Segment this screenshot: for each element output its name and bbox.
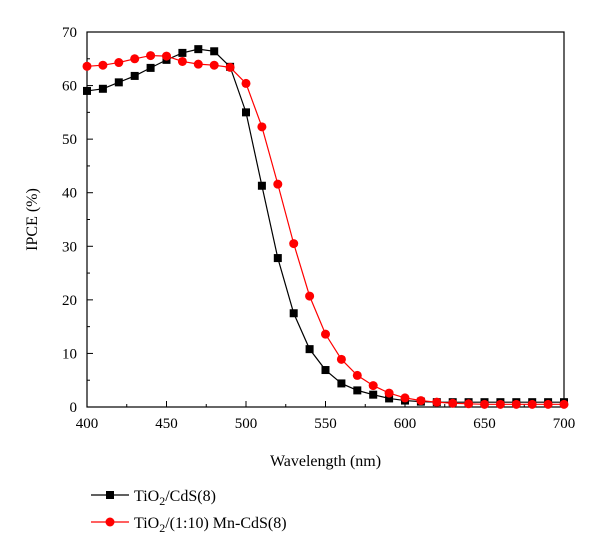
data-point xyxy=(130,71,139,80)
data-point xyxy=(353,386,362,395)
data-point xyxy=(257,181,266,190)
data-point xyxy=(114,78,123,87)
y-axis-title: IPCE (%) xyxy=(24,188,41,251)
legend-item-1: TiO2/CdS(8) xyxy=(91,488,216,508)
data-point xyxy=(527,399,537,409)
data-point xyxy=(273,179,283,189)
data-point xyxy=(448,398,458,408)
data-point xyxy=(559,399,569,409)
x-tick-label: 650 xyxy=(473,416,496,432)
data-point xyxy=(130,54,140,64)
data-point xyxy=(146,51,156,61)
data-point xyxy=(82,61,92,71)
data-point xyxy=(241,78,251,88)
data-point xyxy=(114,58,124,68)
data-point xyxy=(194,45,203,54)
data-point xyxy=(305,291,315,301)
data-point xyxy=(289,309,298,318)
data-point xyxy=(178,48,187,57)
y-tick-label: 20 xyxy=(62,293,77,309)
y-tick-label: 40 xyxy=(62,186,77,202)
data-point xyxy=(480,399,489,409)
data-point xyxy=(321,329,330,339)
y-tick-label: 60 xyxy=(62,79,77,95)
series-line xyxy=(86,48,564,403)
plot-frame xyxy=(86,31,565,408)
data-point xyxy=(177,56,187,66)
data-point xyxy=(209,60,219,70)
data-point xyxy=(543,399,553,409)
y-tick-label: 30 xyxy=(62,239,77,255)
series-line xyxy=(86,54,564,405)
legend-label: TiO2/(1:10) Mn-CdS(8) xyxy=(134,515,287,535)
data-point xyxy=(337,379,346,388)
data-point xyxy=(336,354,346,364)
series-layer xyxy=(82,45,569,409)
axis-ticks: 400 450 500 550 600 650 700 0 10 20 30 40 50 60 70 xyxy=(62,25,575,432)
data-point xyxy=(193,59,203,69)
x-axis-title: Wavelength (nm) xyxy=(270,453,381,470)
data-point xyxy=(368,381,378,391)
data-point xyxy=(305,345,314,354)
data-point xyxy=(210,47,219,56)
data-point xyxy=(98,84,107,93)
legend: TiO2/CdS(8) TiO2/(1:10) Mn-CdS(8) xyxy=(91,488,287,535)
y-tick-label: 50 xyxy=(62,132,77,148)
data-point xyxy=(369,390,378,399)
data-point xyxy=(384,388,394,398)
x-tick-label: 500 xyxy=(235,416,258,432)
data-point xyxy=(225,62,235,72)
data-point xyxy=(495,399,505,409)
data-point xyxy=(146,63,155,72)
x-tick-label: 450 xyxy=(155,416,178,432)
data-point xyxy=(511,399,521,409)
data-point xyxy=(257,122,267,132)
series-2 xyxy=(82,51,569,409)
legend-item-2: TiO2/(1:10) Mn-CdS(8) xyxy=(91,515,287,535)
series-1 xyxy=(83,45,568,407)
data-point xyxy=(162,51,171,61)
legend-marker xyxy=(105,517,115,527)
y-tick-label: 70 xyxy=(62,25,77,41)
data-point xyxy=(273,254,282,263)
data-point xyxy=(400,393,410,403)
data-point xyxy=(352,370,362,380)
data-point xyxy=(464,399,474,409)
data-point xyxy=(432,397,442,407)
x-tick-label: 600 xyxy=(394,416,417,432)
data-point xyxy=(321,366,330,375)
data-point xyxy=(416,396,426,406)
data-point xyxy=(242,108,250,117)
x-tick-label: 700 xyxy=(553,416,576,432)
data-point xyxy=(83,86,91,95)
data-point xyxy=(98,60,108,70)
x-tick-label: 400 xyxy=(76,416,99,432)
y-tick-label: 10 xyxy=(62,346,77,362)
y-tick-label: 0 xyxy=(70,400,78,416)
legend-marker xyxy=(106,491,114,499)
data-point xyxy=(385,394,394,403)
data-point xyxy=(289,239,299,249)
legend-label: TiO2/CdS(8) xyxy=(134,488,216,508)
x-tick-label: 550 xyxy=(314,416,337,432)
